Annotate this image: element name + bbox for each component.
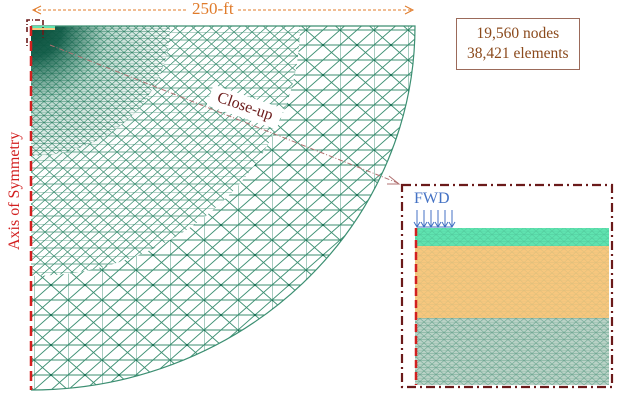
fwd-load-arrows xyxy=(413,210,456,228)
closeup-panel xyxy=(400,183,614,389)
closeup-frame xyxy=(400,183,614,389)
mesh-boundary xyxy=(30,25,416,391)
mesh-stats-box: 19,560 nodes 38,421 elements xyxy=(456,18,580,70)
closeup-source-marker xyxy=(26,19,44,46)
node-count: 19,560 nodes xyxy=(476,25,560,42)
closeup-leader-line xyxy=(49,44,399,184)
dimension-label: 250-ft xyxy=(188,0,238,19)
dimension-arrow-right-icon xyxy=(404,5,415,15)
dimension-arrow-left-icon xyxy=(31,5,42,15)
leader-arrow-icon xyxy=(387,175,401,185)
axis-of-symmetry-label: Axis of Symmetry xyxy=(6,131,23,250)
element-count: 38,421 elements xyxy=(467,45,569,62)
fwd-label: FWD xyxy=(414,190,450,207)
corner-base-layer xyxy=(31,28,55,30)
